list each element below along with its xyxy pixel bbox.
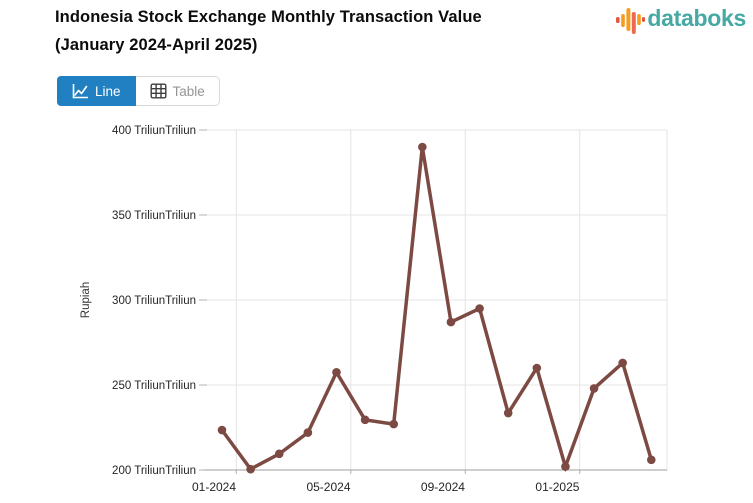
databoks-logo-text: databoks (647, 5, 746, 31)
page-title-line1: Indonesia Stock Exchange Monthly Transac… (55, 8, 482, 26)
data-point[interactable] (274, 449, 284, 459)
y-tick-label: 200 TriliunTriliun (112, 465, 196, 477)
data-point[interactable] (647, 455, 656, 465)
databoks-logo-icon (615, 7, 646, 40)
data-point[interactable] (303, 428, 313, 437)
x-tick-label: 05-2024 (306, 480, 350, 494)
y-axis-title: Rupiah (80, 282, 92, 318)
data-point[interactable] (332, 367, 341, 377)
page-title: Indonesia Stock Exchange Monthly Transac… (55, 3, 482, 59)
data-point[interactable] (561, 462, 570, 471)
data-point[interactable] (360, 415, 370, 425)
data-line (220, 146, 653, 473)
table-view-button[interactable]: Table (136, 77, 219, 105)
data-point[interactable] (389, 419, 399, 429)
x-tick-label: 01-2025 (535, 480, 579, 494)
data-point[interactable] (418, 142, 427, 152)
data-point[interactable] (618, 358, 627, 368)
y-tick-label: 300 TriliunTriliun (112, 295, 196, 307)
line-chart-canvas: 200 TriliunTriliun 250 TriliunTriliun 300 … (80, 125, 668, 494)
data-point[interactable] (246, 464, 255, 474)
table-grid-icon (150, 83, 167, 99)
table-view-label: Table (172, 83, 205, 99)
x-tick-label: 01-2024 (192, 480, 236, 494)
line-chart-icon (72, 83, 89, 99)
data-point[interactable] (532, 363, 542, 373)
y-tick-label: 350 TriliunTriliun (112, 210, 196, 222)
data-point[interactable] (475, 304, 484, 313)
data-point[interactable] (217, 425, 227, 435)
page-title-line2: (January 2024-April 2025) (55, 36, 258, 54)
data-point[interactable] (503, 408, 513, 418)
x-tick-label: 09-2024 (421, 480, 465, 494)
chart: 200 TriliunTriliun 250 TriliunTriliun 300 … (0, 118, 753, 498)
y-tick-label: 400 TriliunTriliun (112, 125, 196, 137)
line-view-button[interactable]: Line (57, 76, 136, 106)
view-toggle-group: Line Table (57, 76, 220, 106)
line-view-label: Line (95, 83, 121, 99)
data-point[interactable] (446, 317, 456, 327)
data-point[interactable] (589, 384, 599, 393)
y-tick-label: 250 TriliunTriliun (112, 380, 196, 392)
databoks-logo[interactable]: databoks (615, 4, 746, 40)
